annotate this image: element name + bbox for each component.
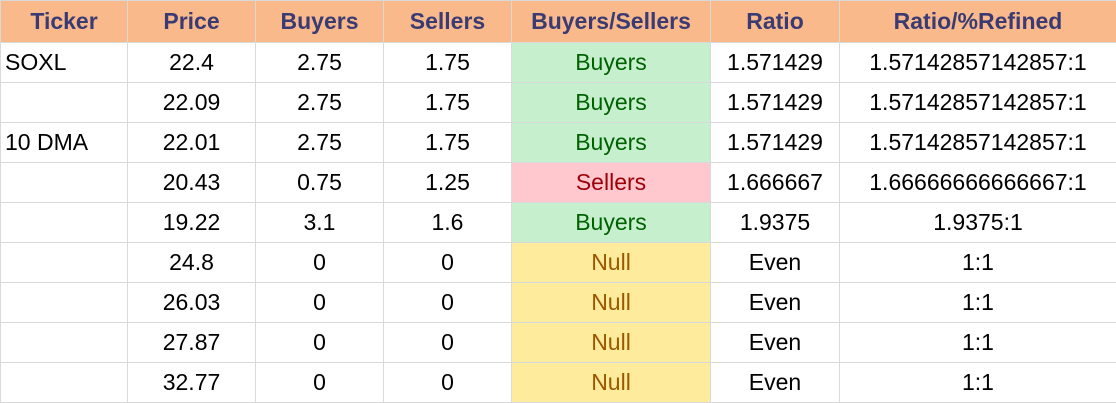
cell-ratio: 1.9375 [711, 203, 840, 243]
cell-price: 22.09 [128, 83, 256, 123]
header-ratio: Ratio [711, 1, 840, 43]
cell-buyers: 2.75 [256, 123, 384, 163]
cell-sellers: 1.75 [384, 123, 512, 163]
cell-ratio-refined: 1:1 [840, 243, 1116, 283]
cell-sellers: 1.25 [384, 163, 512, 203]
cell-sellers: 1.75 [384, 83, 512, 123]
cell-price: 22.01 [128, 123, 256, 163]
cell-price: 26.03 [128, 283, 256, 323]
cell-ticker [1, 163, 128, 203]
cell-signal: Null [512, 323, 711, 363]
cell-ratio: 1.666667 [711, 163, 840, 203]
header-sellers: Sellers [384, 1, 512, 43]
cell-ratio-refined: 1:1 [840, 283, 1116, 323]
cell-signal: Null [512, 243, 711, 283]
cell-signal: Buyers [512, 83, 711, 123]
cell-ratio: Even [711, 243, 840, 283]
cell-price: 24.8 [128, 243, 256, 283]
cell-buyers: 0 [256, 243, 384, 283]
header-row: Ticker Price Buyers Sellers Buyers/Selle… [1, 1, 1116, 43]
header-ticker: Ticker [1, 1, 128, 43]
header-buyers: Buyers [256, 1, 384, 43]
cell-signal: Sellers [512, 163, 711, 203]
header-ratio-refined: Ratio/%Refined [840, 1, 1116, 43]
cell-buyers: 2.75 [256, 83, 384, 123]
cell-ticker: SOXL [1, 43, 128, 83]
cell-price: 19.22 [128, 203, 256, 243]
cell-ratio-refined: 1.57142857142857:1 [840, 123, 1116, 163]
cell-sellers: 0 [384, 283, 512, 323]
cell-sellers: 1.75 [384, 43, 512, 83]
cell-price: 32.77 [128, 363, 256, 403]
header-buyers-sellers: Buyers/Sellers [512, 1, 711, 43]
cell-signal: Null [512, 363, 711, 403]
cell-ratio: 1.571429 [711, 83, 840, 123]
cell-ratio-refined: 1:1 [840, 363, 1116, 403]
cell-ratio: Even [711, 283, 840, 323]
cell-price: 27.87 [128, 323, 256, 363]
cell-price: 20.43 [128, 163, 256, 203]
cell-ratio: Even [711, 363, 840, 403]
cell-ratio-refined: 1.57142857142857:1 [840, 83, 1116, 123]
cell-signal: Buyers [512, 43, 711, 83]
cell-signal: Buyers [512, 123, 711, 163]
cell-buyers: 0 [256, 363, 384, 403]
cell-ticker [1, 203, 128, 243]
cell-ticker [1, 323, 128, 363]
cell-buyers: 2.75 [256, 43, 384, 83]
cell-ticker [1, 283, 128, 323]
cell-sellers: 0 [384, 363, 512, 403]
cell-buyers: 3.1 [256, 203, 384, 243]
cell-price: 22.4 [128, 43, 256, 83]
cell-ratio: 1.571429 [711, 123, 840, 163]
table-header: Ticker Price Buyers Sellers Buyers/Selle… [1, 1, 1116, 43]
cell-ratio-refined: 1.66666666666667:1 [840, 163, 1116, 203]
cell-ratio: Even [711, 323, 840, 363]
cell-sellers: 0 [384, 323, 512, 363]
cell-ratio-refined: 1:1 [840, 323, 1116, 363]
cell-ticker [1, 83, 128, 123]
cell-buyers: 0 [256, 323, 384, 363]
cell-ratio: 1.571429 [711, 43, 840, 83]
cell-ratio-refined: 1.9375:1 [840, 203, 1116, 243]
cell-ratio-refined: 1.57142857142857:1 [840, 43, 1116, 83]
cell-signal: Buyers [512, 203, 711, 243]
cell-buyers: 0 [256, 283, 384, 323]
cell-buyers: 0.75 [256, 163, 384, 203]
cell-sellers: 1.6 [384, 203, 512, 243]
cell-sellers: 0 [384, 243, 512, 283]
cell-signal: Null [512, 283, 711, 323]
header-price: Price [128, 1, 256, 43]
cell-ticker [1, 243, 128, 283]
cell-ticker [1, 363, 128, 403]
cell-ticker: 10 DMA [1, 123, 128, 163]
